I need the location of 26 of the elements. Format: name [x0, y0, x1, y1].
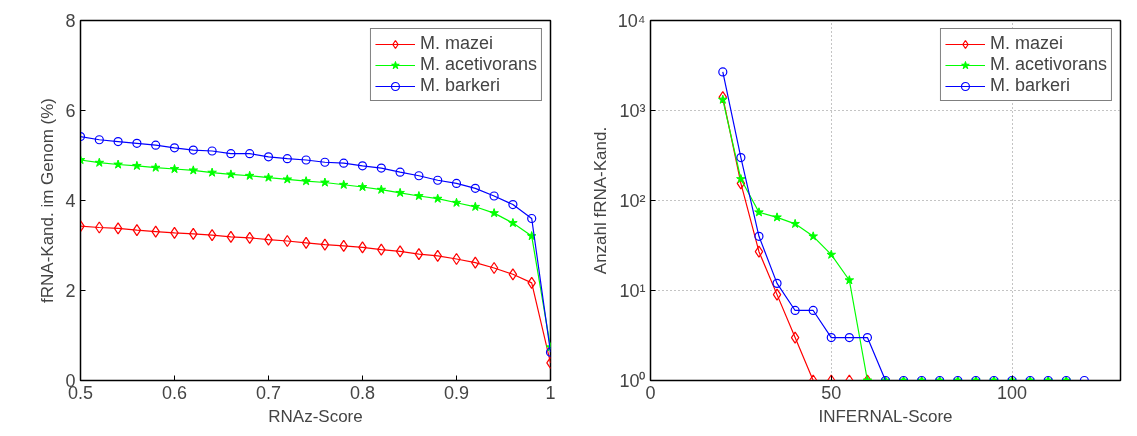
y-tick-label: 10²: [619, 190, 646, 211]
y-tick-label: 10⁰: [619, 370, 646, 391]
legend-label: M. acetivorans: [989, 54, 1107, 75]
x-tick-label: 50: [821, 382, 842, 403]
legend-label: M. barkeri: [989, 75, 1070, 96]
x-tick-label: 0.6: [161, 382, 188, 403]
x-axis-title: RNAz-Score: [268, 406, 363, 426]
y-tick-label: 6: [65, 101, 76, 121]
x-tick-label: 100: [997, 382, 1028, 403]
y-tick-label: 8: [65, 11, 76, 31]
y-axis-title: Anzahl fRNA-Kand.: [590, 126, 610, 275]
x-axis-title: INFERNAL-Score: [818, 406, 953, 426]
x-tick-label: 0.8: [349, 382, 376, 403]
y-tick-label: 4: [65, 191, 76, 211]
legend-label: M. mazei: [989, 33, 1063, 54]
y-tick-label: 10¹: [619, 280, 646, 301]
y-tick-label: 2: [65, 281, 76, 301]
legend-label: M. mazei: [419, 33, 493, 54]
y-tick-label: 10³: [619, 100, 646, 121]
x-tick-label: 0.9: [443, 382, 470, 403]
legend-label: M. acetivorans: [419, 54, 537, 75]
y-tick-label: 10⁴: [617, 10, 646, 31]
legend-label: M. barkeri: [419, 75, 500, 96]
y-axis-title: fRNA-Kand. im Genom (%): [38, 98, 58, 303]
x-tick-label: 1: [545, 382, 556, 403]
x-tick-label: 0.7: [255, 382, 282, 403]
